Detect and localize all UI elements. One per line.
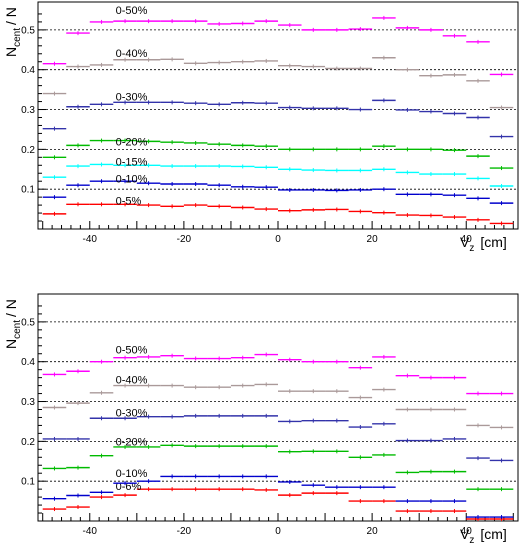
x-tick-label: -20	[177, 526, 192, 537]
series-label: 0-40%	[116, 48, 148, 60]
series-label: 0-50%	[116, 345, 148, 357]
series-0-20%	[42, 138, 514, 171]
series-label: 0-20%	[116, 436, 148, 448]
x-tick-label: 40	[461, 234, 473, 245]
series-0-10%	[42, 179, 514, 206]
series-label: 0-40%	[116, 375, 148, 387]
plot-frame	[37, 293, 519, 522]
series-label: 0-30%	[116, 91, 148, 103]
series-0-30%	[42, 413, 514, 463]
series-label: 0-30%	[116, 408, 148, 420]
y-axis-title: Ncent/ N	[3, 299, 23, 349]
series-0-50%	[42, 352, 514, 396]
x-tick-label: 40	[461, 526, 473, 537]
y-tick-label: 0.5	[21, 317, 35, 328]
series-label: 0-15%	[116, 156, 148, 168]
x-tick-label: 20	[367, 526, 379, 537]
series-label: 0-20%	[116, 136, 148, 148]
x-tick-label: 0	[275, 234, 281, 245]
series-label: 0-50%	[116, 5, 148, 17]
y-tick-label: 0.4	[21, 357, 35, 368]
y-tick-label: 0.2	[21, 437, 35, 448]
y-tick-label: 0.3	[21, 105, 35, 116]
y-tick-label: 0.2	[21, 145, 35, 156]
x-axis-title: Vz [cm]	[460, 234, 507, 254]
series-0-30%	[42, 98, 514, 139]
y-tick-label: 0.4	[21, 65, 35, 76]
y-tick-label: 0.5	[21, 25, 35, 36]
x-axis-title: Vz [cm]	[460, 526, 507, 546]
x-tick-label: 20	[367, 234, 379, 245]
x-tick-label: -40	[83, 234, 98, 245]
y-axis-title: Ncent/ N	[3, 7, 23, 57]
series-0-40%	[42, 55, 514, 110]
series-label: 0-10%	[116, 468, 148, 480]
series-label: 0-6%	[116, 481, 142, 493]
series-0-5%	[42, 202, 514, 226]
series-0-6%	[42, 487, 514, 522]
series-label: 0-5%	[116, 195, 142, 207]
series-label: 0-10%	[116, 173, 148, 185]
x-tick-label: -40	[83, 526, 98, 537]
series-0-50%	[42, 15, 514, 77]
y-tick-label: 0.3	[21, 397, 35, 408]
y-tick-label: 0.1	[21, 477, 35, 488]
series-0-15%	[42, 162, 514, 188]
series-0-20%	[42, 443, 514, 492]
series-0-10%	[42, 474, 514, 520]
x-tick-label: -20	[177, 234, 192, 245]
y-tick-label: 0.1	[21, 185, 35, 196]
x-tick-label: 0	[275, 526, 281, 537]
series-0-40%	[42, 382, 514, 430]
